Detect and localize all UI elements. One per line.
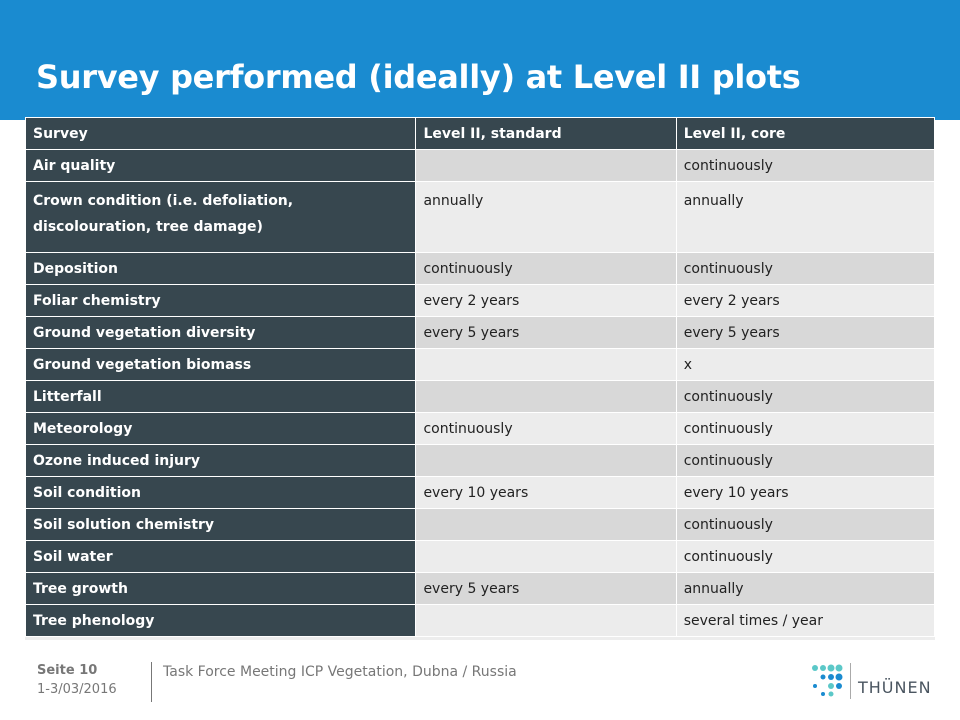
- survey-name-cell: Litterfall: [24, 380, 417, 413]
- core-frequency-cell: continuously: [675, 412, 936, 445]
- standard-frequency-cell: [415, 508, 677, 541]
- survey-name-cell: Ozone induced injury: [24, 444, 417, 477]
- standard-frequency-cell: [415, 604, 677, 637]
- core-frequency-cell: continuously: [675, 444, 936, 477]
- core-frequency-cell: continuously: [675, 540, 936, 573]
- standard-frequency-cell: every 2 years: [415, 284, 677, 317]
- core-frequency-cell: every 10 years: [675, 476, 936, 509]
- survey-table-container: Survey Level II, standard Level II, core…: [24, 117, 936, 640]
- survey-name-cell: Soil water: [24, 540, 417, 573]
- logo-dots-icon: [812, 664, 843, 697]
- survey-name-cell: Crown condition (i.e. defoliation, disco…: [24, 181, 417, 253]
- column-header-level-ii-standard: Level II, standard: [415, 117, 677, 150]
- core-frequency-cell: several times / year: [675, 604, 936, 637]
- standard-frequency-cell: every 10 years: [415, 476, 677, 509]
- column-header-level-ii-core: Level II, core: [675, 117, 936, 150]
- table-row: Air quality continuously: [24, 149, 936, 182]
- survey-name-cell: Deposition: [24, 252, 417, 285]
- standard-frequency-cell: annually: [415, 181, 677, 253]
- survey-name-cell: Soil condition: [24, 476, 417, 509]
- survey-name-cell: Tree phenology: [24, 604, 417, 637]
- table-row: Soil solution chemistry continuously: [24, 508, 936, 541]
- footer-date: 1-3/03/2016: [37, 682, 117, 697]
- table-row: Tree growth every 5 years annually: [24, 572, 936, 605]
- survey-name-cell: Tree growth: [24, 572, 417, 605]
- standard-frequency-cell: [415, 348, 677, 381]
- table-row: Ground vegetation diversity every 5 year…: [24, 316, 936, 349]
- core-frequency-cell: continuously: [675, 149, 936, 182]
- table-row: Crown condition (i.e. defoliation, disco…: [24, 181, 936, 253]
- survey-name-cell: Soil solution chemistry: [24, 508, 417, 541]
- survey-name-cell: Air quality: [24, 149, 417, 182]
- table-header-row: Survey Level II, standard Level II, core: [24, 117, 936, 150]
- core-frequency-cell: every 2 years: [675, 284, 936, 317]
- core-frequency-cell: continuously: [675, 508, 936, 541]
- survey-name-cell: Foliar chemistry: [24, 284, 417, 317]
- table-row: Soil water continuously: [24, 540, 936, 573]
- survey-table: Survey Level II, standard Level II, core…: [24, 117, 936, 637]
- standard-frequency-cell: [415, 149, 677, 182]
- table-row: Soil condition every 10 years every 10 y…: [24, 476, 936, 509]
- survey-name-cell: Ground vegetation diversity: [24, 316, 417, 349]
- table-row: Meteorology continuously continuously: [24, 412, 936, 445]
- column-header-survey: Survey: [24, 117, 417, 150]
- thuenen-logo-icon: [812, 664, 843, 697]
- page-number: Seite 10: [37, 663, 98, 678]
- core-frequency-cell: every 5 years: [675, 316, 936, 349]
- table-row: Tree phenology several times / year: [24, 604, 936, 637]
- table-row: Litterfall continuously: [24, 380, 936, 413]
- survey-name-cell: Meteorology: [24, 412, 417, 445]
- survey-name-cell: Ground vegetation biomass: [24, 348, 417, 381]
- standard-frequency-cell: every 5 years: [415, 572, 677, 605]
- slide-title: Survey performed (ideally) at Level II p…: [36, 58, 801, 96]
- core-frequency-cell: annually: [675, 181, 936, 253]
- standard-frequency-cell: continuously: [415, 252, 677, 285]
- core-frequency-cell: continuously: [675, 380, 936, 413]
- standard-frequency-cell: [415, 540, 677, 573]
- core-frequency-cell: annually: [675, 572, 936, 605]
- table-row: Deposition continuously continuously: [24, 252, 936, 285]
- footer-event-title: Task Force Meeting ICP Vegetation, Dubna…: [163, 664, 517, 680]
- core-frequency-cell: continuously: [675, 252, 936, 285]
- logo-wordmark: THÜNEN: [858, 678, 932, 697]
- core-frequency-cell: x: [675, 348, 936, 381]
- header-band: [0, 0, 960, 120]
- footer-divider: [151, 662, 152, 702]
- standard-frequency-cell: [415, 380, 677, 413]
- standard-frequency-cell: every 5 years: [415, 316, 677, 349]
- table-row: Foliar chemistry every 2 years every 2 y…: [24, 284, 936, 317]
- table-row: Ground vegetation biomass x: [24, 348, 936, 381]
- logo-divider: [850, 663, 851, 699]
- table-row: Ozone induced injury continuously: [24, 444, 936, 477]
- standard-frequency-cell: continuously: [415, 412, 677, 445]
- standard-frequency-cell: [415, 444, 677, 477]
